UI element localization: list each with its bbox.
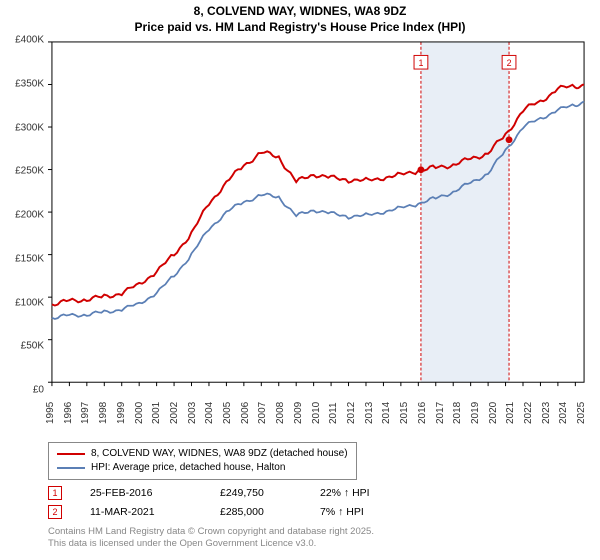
sale-badge-label-1: 1 xyxy=(418,58,423,68)
x-axis-label: 1997 xyxy=(80,402,91,424)
x-axis-label: 2009 xyxy=(293,402,304,424)
x-axis-label: 2013 xyxy=(364,402,375,424)
sale-dot-2 xyxy=(506,136,513,143)
chart-area: £0£50K£100K£150K£200K£250K£300K£350K£400… xyxy=(48,40,588,390)
x-axis-label: 1995 xyxy=(45,402,56,424)
sale-row-hpi: 7% ↑ HPI xyxy=(320,503,364,522)
sales-table: 1 25-FEB-2016£249,75022% ↑ HPI 2 11-MAR-202… xyxy=(48,484,370,522)
legend-item: 8, COLVEND WAY, WIDNES, WA8 9DZ (detache… xyxy=(57,447,348,461)
sale-badge-label-2: 2 xyxy=(507,58,512,68)
x-axis-label: 2022 xyxy=(523,402,534,424)
x-axis-label: 2010 xyxy=(311,402,322,424)
x-axis-label: 2006 xyxy=(240,402,251,424)
y-axis-label: £200K xyxy=(15,210,44,221)
x-axis-label: 2015 xyxy=(399,402,410,424)
x-axis-label: 1998 xyxy=(98,402,109,424)
x-axis-label: 2004 xyxy=(204,402,215,424)
x-axis-label: 2018 xyxy=(452,402,463,424)
sale-row: 2 11-MAR-2021£285,0007% ↑ HPI xyxy=(48,503,370,522)
x-axis-label: 2011 xyxy=(328,402,339,424)
x-axis-label: 2003 xyxy=(187,402,198,424)
title-line2: Price paid vs. HM Land Registry's House … xyxy=(135,20,466,34)
x-axis-label: 2012 xyxy=(346,402,357,424)
legend-label: HPI: Average price, detached house, Halt… xyxy=(91,461,285,475)
x-axis-label: 1996 xyxy=(63,402,74,424)
x-axis-label: 2023 xyxy=(541,402,552,424)
x-axis-label: 2008 xyxy=(275,402,286,424)
sale-dot-1 xyxy=(417,166,424,173)
title-line1: 8, COLVEND WAY, WIDNES, WA8 9DZ xyxy=(194,4,407,18)
sale-row-badge: 1 xyxy=(48,486,62,500)
x-axis-label: 2002 xyxy=(169,402,180,424)
sale-row-price: £249,750 xyxy=(220,484,320,503)
x-axis-label: 2007 xyxy=(257,402,268,424)
x-axis-label: 2014 xyxy=(381,402,392,424)
y-axis-label: £300K xyxy=(15,122,44,133)
attribution-line2: This data is licensed under the Open Gov… xyxy=(48,538,316,549)
sale-row-hpi: 22% ↑ HPI xyxy=(320,484,370,503)
highlight-band xyxy=(421,42,509,382)
y-axis-label: £350K xyxy=(15,78,44,89)
chart-title: 8, COLVEND WAY, WIDNES, WA8 9DZ Price pa… xyxy=(0,0,600,35)
sale-row: 1 25-FEB-2016£249,75022% ↑ HPI xyxy=(48,484,370,503)
legend-swatch xyxy=(57,467,85,469)
x-axis-label: 2017 xyxy=(435,402,446,424)
y-axis-label: £100K xyxy=(15,297,44,308)
y-axis-label: £50K xyxy=(21,341,44,352)
x-axis-label: 2019 xyxy=(470,402,481,424)
legend-item: HPI: Average price, detached house, Halt… xyxy=(57,461,348,475)
x-axis-label: 2016 xyxy=(417,402,428,424)
x-axis-label: 2025 xyxy=(576,402,587,424)
x-axis-label: 2000 xyxy=(134,402,145,424)
legend-label: 8, COLVEND WAY, WIDNES, WA8 9DZ (detache… xyxy=(91,447,348,461)
sale-row-badge: 2 xyxy=(48,505,62,519)
y-axis-label: £0 xyxy=(33,385,44,396)
legend: 8, COLVEND WAY, WIDNES, WA8 9DZ (detache… xyxy=(48,442,357,480)
legend-swatch xyxy=(57,453,85,455)
y-axis-label: £150K xyxy=(15,253,44,264)
line-chart: 12 xyxy=(48,40,588,390)
sale-row-date: 11-MAR-2021 xyxy=(90,503,220,522)
y-axis-label: £400K xyxy=(15,35,44,46)
attribution-line1: Contains HM Land Registry data © Crown c… xyxy=(48,526,374,537)
sale-row-price: £285,000 xyxy=(220,503,320,522)
x-axis-label: 2001 xyxy=(151,402,162,424)
y-axis-label: £250K xyxy=(15,166,44,177)
x-axis-labels: 1995 1996 1997 1998 1999 2000 2001 2002 2003 2004… xyxy=(48,392,588,442)
x-axis-label: 2020 xyxy=(488,402,499,424)
x-axis-label: 1999 xyxy=(116,402,127,424)
sale-row-date: 25-FEB-2016 xyxy=(90,484,220,503)
attribution: Contains HM Land Registry data © Crown c… xyxy=(48,526,374,550)
x-axis-label: 2021 xyxy=(505,402,516,424)
x-axis-label: 2024 xyxy=(558,402,569,424)
x-axis-label: 2005 xyxy=(222,402,233,424)
